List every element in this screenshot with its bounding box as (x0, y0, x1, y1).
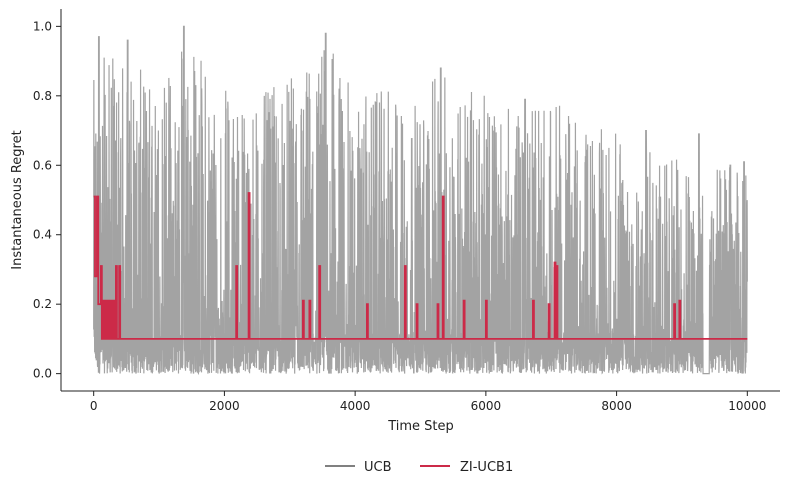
legend-label-ucb: UCB (364, 460, 392, 475)
x-axis-label: Time Step (387, 419, 454, 434)
y-tick-label: 0.4 (33, 228, 52, 242)
x-ticks: 0 2000 4000 6000 8000 10000 (90, 391, 766, 413)
y-tick-label: 0.8 (33, 89, 52, 103)
x-tick-label: 4000 (340, 399, 371, 413)
legend-label-zi-ucb1: ZI-UCB1 (460, 460, 513, 475)
x-tick-label: 10000 (728, 399, 766, 413)
x-tick-label: 0 (90, 399, 98, 413)
ucb-line (93, 25, 748, 376)
x-tick-label: 6000 (471, 399, 502, 413)
x-tick-label: 2000 (209, 399, 240, 413)
zi-ucb1-line (93, 192, 748, 340)
y-axis-label: Instantaneous Regret (10, 130, 25, 269)
zi-ucb1-series (93, 192, 748, 340)
y-tick-label: 0.0 (33, 367, 52, 381)
y-tick-label: 0.2 (33, 297, 52, 311)
ucb-series (93, 25, 748, 376)
legend: UCB ZI-UCB1 (325, 460, 513, 475)
x-tick-label: 8000 (601, 399, 632, 413)
y-ticks: 0.0 0.2 0.4 0.6 0.8 1.0 (33, 19, 61, 381)
y-tick-label: 1.0 (33, 19, 52, 33)
y-tick-label: 0.6 (33, 158, 52, 172)
